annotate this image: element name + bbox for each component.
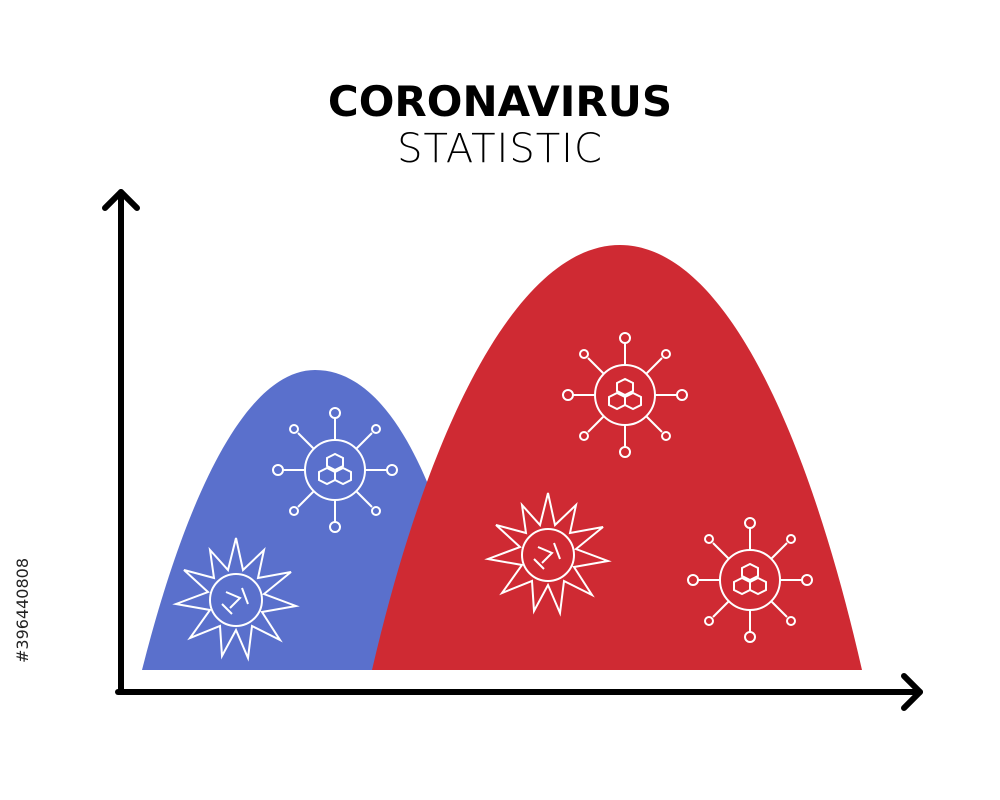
blue-hump [142, 370, 445, 670]
virus-icon [562, 332, 688, 458]
virus-icon [687, 517, 813, 643]
virus-icon [272, 407, 398, 533]
y-arrow [102, 189, 140, 211]
title: CORONAVIRUS [328, 77, 672, 126]
axes [102, 189, 923, 711]
x-arrow [901, 673, 923, 711]
subtitle: STATISTIC [397, 126, 603, 172]
watermark-id: #396440808 [13, 558, 32, 663]
red-hump [372, 245, 862, 670]
